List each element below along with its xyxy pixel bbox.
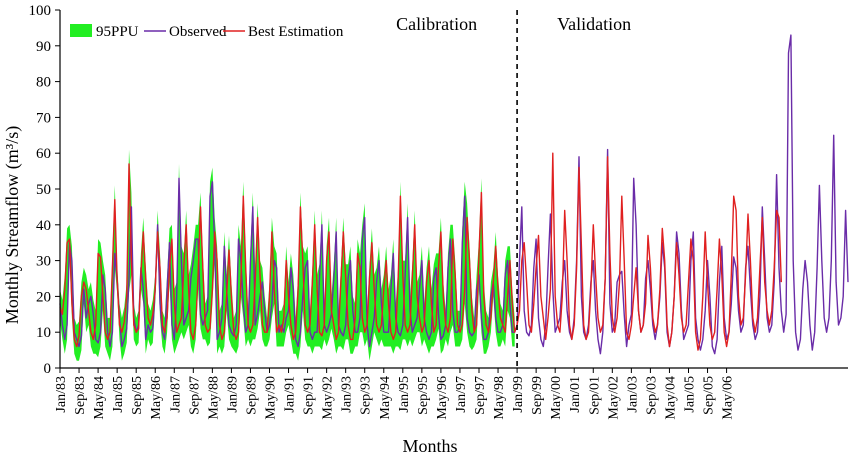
annotations: Calibration Validation: [396, 10, 631, 368]
x-axis-label: Months: [402, 436, 457, 456]
x-tick-labels: Jan/83 Sep/83 May/84 Jan/85 Sep/85 May/86 Jan/…: [54, 368, 736, 420]
legend-label-best-estimation: Best Estimation: [248, 24, 344, 40]
x-tick-label: May/92: [321, 376, 336, 420]
x-tick-label: Sep/85: [130, 376, 145, 415]
x-tick-label: Jan/05: [683, 376, 698, 413]
x-tick-label: May/00: [549, 376, 564, 420]
x-tick-label: May/86: [149, 376, 164, 420]
x-tick-label: Jan/93: [340, 376, 355, 413]
observed-line: [59, 34, 849, 355]
y-tick-labels: 0 10 20 30 40 50 60 70 80 90 100: [29, 3, 52, 377]
y-tick-label: 80: [36, 75, 51, 91]
x-tick-label: Jan/95: [397, 376, 412, 413]
x-tick-label: Sep/93: [359, 376, 374, 415]
x-tick-label: Jan/03: [625, 376, 640, 413]
x-tick-label: Sep/91: [302, 376, 317, 415]
x-tick-label: May/94: [378, 376, 393, 420]
x-tick-label: May/98: [492, 376, 507, 420]
x-tick-label: Sep/95: [416, 376, 431, 415]
x-tick-label: Jan/99: [511, 376, 526, 413]
legend: 95PPU Observed Best Estimation: [70, 24, 344, 40]
best-estimation-line: [59, 152, 782, 351]
y-tick-label: 90: [36, 39, 51, 55]
x-tick-label: Sep/05: [702, 376, 717, 415]
x-tick-label: Sep/87: [187, 376, 202, 415]
legend-label-observed: Observed: [169, 24, 227, 40]
x-tick-label: May/96: [435, 376, 450, 420]
y-tick-label: 60: [36, 146, 51, 162]
y-axis-ticks: [55, 9, 60, 369]
x-tick-label: May/90: [264, 376, 279, 420]
x-tick-label: Sep/01: [587, 376, 602, 415]
x-tick-label: Sep/89: [245, 376, 260, 415]
x-tick-label: Sep/83: [73, 376, 88, 415]
legend-swatch-95ppu: [70, 24, 92, 37]
y-tick-label: 0: [44, 361, 52, 377]
y-tick-label: 10: [36, 325, 51, 341]
y-tick-label: 20: [36, 289, 51, 305]
x-tick-label: May/06: [721, 376, 736, 420]
y-tick-label: 100: [29, 3, 52, 19]
y-tick-label: 40: [36, 218, 51, 234]
x-tick-label: Jan/91: [283, 376, 298, 413]
calibration-label: Calibration: [396, 14, 477, 34]
series-layer: [59, 34, 849, 355]
x-tick-label: May/88: [206, 376, 221, 420]
x-tick-label: Jan/85: [111, 376, 126, 413]
x-tick-label: Jan/01: [568, 376, 583, 413]
x-tick-label: May/84: [92, 376, 107, 420]
x-tick-label: Sep/99: [530, 376, 545, 415]
x-tick-label: Sep/97: [473, 376, 488, 415]
y-tick-label: 30: [36, 254, 51, 270]
x-tick-label: Jan/89: [225, 376, 240, 413]
x-tick-label: Sep/03: [644, 376, 659, 415]
validation-label: Validation: [557, 14, 631, 34]
y-axis-label: Monthly Streamflow (m³/s): [2, 126, 23, 324]
y-tick-label: 70: [36, 110, 51, 126]
x-tick-label: Jan/97: [454, 376, 469, 413]
x-tick-label: May/02: [606, 376, 621, 420]
x-tick-label: Jan/83: [54, 376, 69, 413]
legend-label-95ppu: 95PPU: [96, 24, 139, 40]
axes: [59, 10, 848, 369]
y-tick-label: 50: [36, 182, 51, 198]
x-tick-label: Jan/87: [168, 376, 183, 413]
x-tick-label: May/04: [664, 376, 679, 420]
